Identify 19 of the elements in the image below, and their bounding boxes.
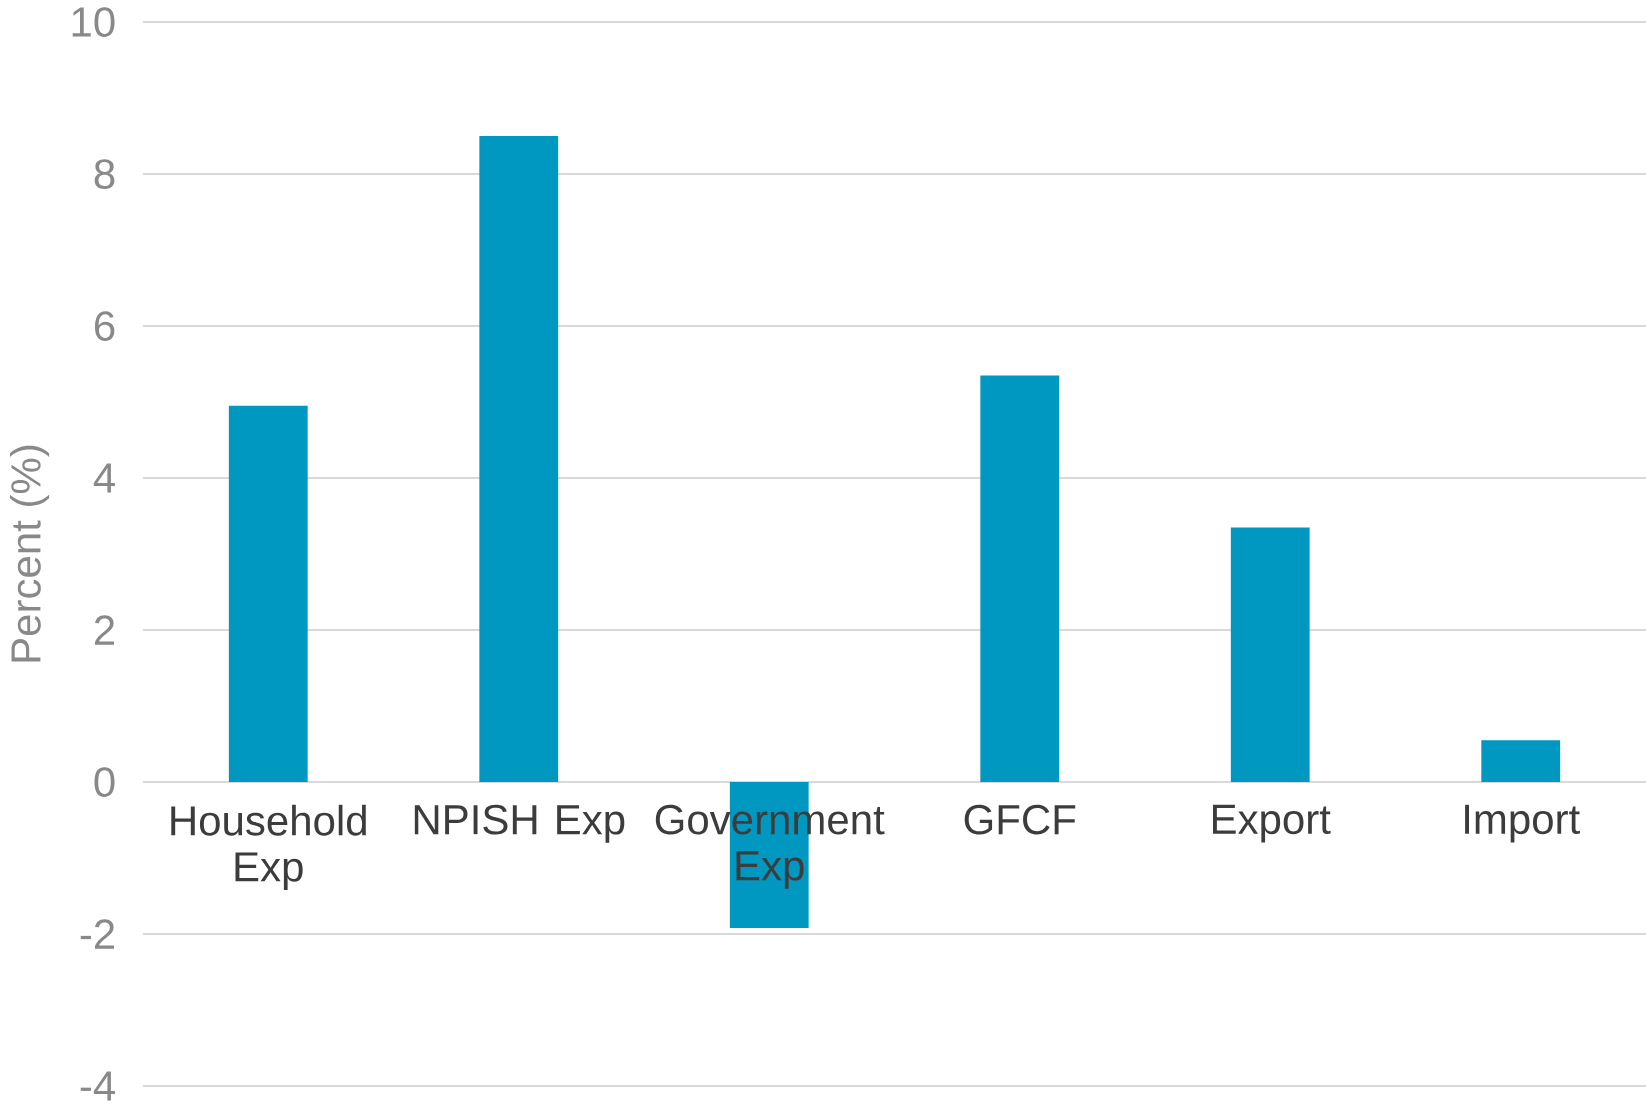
x-tick-label: Export [1212, 804, 1331, 843]
y-tick-label: -2 [80, 919, 115, 949]
x-tick-label: Household Exp [171, 804, 366, 890]
x-tick-label: GFCF [964, 804, 1076, 835]
bar [1481, 740, 1561, 783]
x-tick-label: NPISH Exp [414, 804, 625, 843]
y-tick-label: 10 [72, 7, 115, 37]
y-tick-label: -4 [80, 1071, 115, 1101]
y-tick-label: 4 [93, 463, 115, 493]
bar [479, 136, 559, 783]
y-tick-label: 8 [94, 159, 115, 189]
bar [228, 405, 308, 783]
x-tick-label: Import [1465, 804, 1580, 843]
bar [1230, 527, 1310, 783]
y-tick-label: 2 [94, 615, 115, 645]
y-tick-label: 6 [94, 311, 115, 341]
y-axis-title: Percent (%) [9, 445, 50, 662]
y-tick-label: 0 [94, 767, 115, 797]
bar [980, 375, 1060, 783]
